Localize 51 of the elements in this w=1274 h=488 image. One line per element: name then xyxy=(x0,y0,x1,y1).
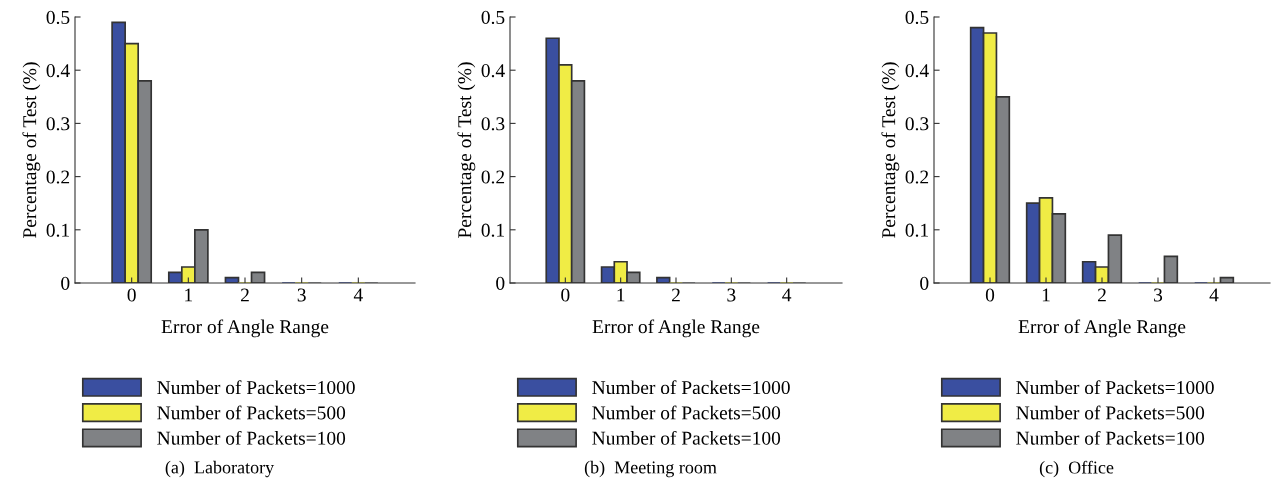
x-tick-label: 1 xyxy=(617,288,625,302)
x-tick-label: 1 xyxy=(185,288,193,302)
y-tick-label: 0.3 xyxy=(481,117,505,131)
x-tick-label: 3 xyxy=(1154,288,1163,302)
legend-label: Number of Packets=500 xyxy=(1016,405,1205,420)
y-tick-label: 0.1 xyxy=(481,223,504,237)
x-tick-label: 1 xyxy=(1042,288,1050,302)
y-tick-label: 0.5 xyxy=(905,10,929,25)
y-tick-label: 0.4 xyxy=(481,64,505,78)
y-tick-label: 0.5 xyxy=(481,10,505,25)
x-axis-title: Error of Angle Range xyxy=(1018,319,1186,338)
y-tick-label: 0.3 xyxy=(905,117,929,131)
y-tick-label: 0.3 xyxy=(46,117,70,131)
text: (a) Laboratory xyxy=(165,460,275,478)
x-tick-label: 3 xyxy=(297,288,306,302)
x-axis-title: Error of Angle Range xyxy=(592,319,760,338)
x-tick-label: 2 xyxy=(1097,288,1106,302)
x-tick-label: 0 xyxy=(561,288,570,302)
y-tick-label: 0.1 xyxy=(905,223,928,237)
y-axis-title: Percentage of Test (%) xyxy=(22,62,41,238)
y-axis-title: Percentage of Test (%) xyxy=(881,62,900,238)
legend-label: Number of Packets=500 xyxy=(157,405,346,420)
y-tick-label: 0 xyxy=(920,276,929,290)
x-axis-title: Error of Angle Range xyxy=(161,319,329,338)
y-tick-label: 0 xyxy=(61,276,70,290)
y-tick-label: 0.5 xyxy=(46,10,70,25)
x-tick-label: 2 xyxy=(240,288,249,302)
legend-label: Number of Packets=1000 xyxy=(157,380,355,395)
y-tick-label: 0.1 xyxy=(46,223,69,237)
y-tick-label: 0.2 xyxy=(905,170,929,184)
legend-label: Number of Packets=500 xyxy=(592,405,781,420)
legend-label: Number of Packets=100 xyxy=(157,430,346,445)
y-tick-label: 0 xyxy=(496,276,505,290)
legend-label: Number of Packets=100 xyxy=(1016,430,1205,445)
x-tick-label: 3 xyxy=(727,288,736,302)
x-tick-label: 4 xyxy=(1209,288,1219,302)
x-tick-label: 4 xyxy=(353,288,363,302)
y-tick-label: 0.2 xyxy=(46,170,70,184)
legend-label: Number of Packets=100 xyxy=(592,430,781,445)
legend-label: Number of Packets=1000 xyxy=(1016,380,1214,395)
x-tick-label: 4 xyxy=(782,288,792,302)
legend-label: Number of Packets=1000 xyxy=(592,380,790,395)
y-axis-title: Percentage of Test (%) xyxy=(457,62,476,238)
y-tick-label: 0.4 xyxy=(46,64,70,78)
x-tick-label: 0 xyxy=(985,288,995,302)
text: (b) Meeting room xyxy=(584,460,717,478)
y-tick-label: 0.2 xyxy=(481,170,505,184)
x-tick-label: 2 xyxy=(671,288,680,302)
y-tick-label: 0.4 xyxy=(905,64,929,78)
x-tick-label: 0 xyxy=(127,288,136,302)
text: (c) Office xyxy=(1039,460,1114,478)
